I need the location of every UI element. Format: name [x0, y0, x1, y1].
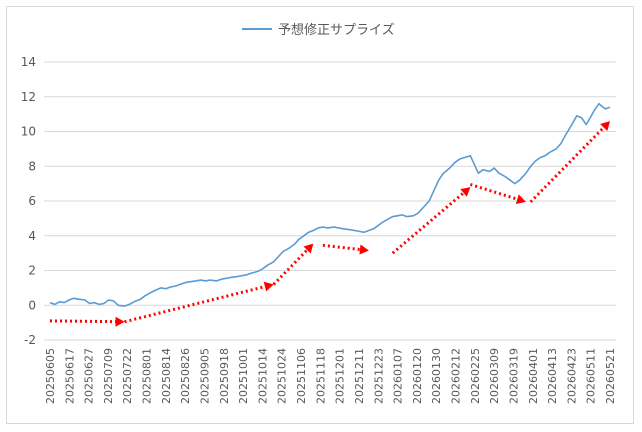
y-tick-label: -2 — [24, 333, 36, 347]
annotation-arrow-head — [600, 121, 610, 131]
x-tick-label: 20260107 — [392, 348, 405, 404]
y-tick-label: 0 — [28, 298, 36, 312]
x-tick-label: 20251118 — [314, 348, 327, 404]
y-tick-label: 6 — [28, 194, 36, 208]
annotation-arrow-line — [322, 243, 361, 251]
x-tick-label: 20250709 — [102, 348, 115, 404]
annotation-arrow-head — [359, 244, 369, 255]
x-tick-label: 20251223 — [372, 348, 385, 404]
y-tick-label: 10 — [21, 125, 36, 139]
x-tick-label: 20260401 — [527, 348, 540, 404]
annotation-arrow-line — [124, 285, 266, 324]
x-tick-label: 20251201 — [334, 348, 347, 404]
annotation-arrow-head — [115, 316, 125, 327]
annotation-arrows — [49, 121, 610, 327]
x-tick-label: 20260423 — [565, 348, 578, 404]
gridlines — [44, 61, 616, 341]
x-tick-label: 20260225 — [469, 348, 482, 404]
annotation-arrow-line — [529, 126, 605, 203]
x-tick-label: 20250826 — [179, 348, 192, 404]
x-tick-label: 20250814 — [160, 348, 173, 404]
x-tick-label: 20260120 — [411, 348, 424, 404]
annotation-arrow-head — [460, 187, 471, 197]
annotation-arrow-head — [263, 281, 274, 292]
x-tick-label: 20260521 — [604, 348, 617, 404]
x-tick-label: 20251014 — [256, 348, 269, 404]
x-tick-label: 20260413 — [546, 348, 559, 404]
annotation-arrow-line — [49, 319, 116, 324]
annotation-arrow-line — [469, 183, 518, 201]
x-axis-ticks: 20250605 20250617 20250627 20250709 20250722… — [44, 348, 617, 404]
annotation-arrow-head — [515, 194, 526, 204]
x-tick-label: 20250627 — [83, 348, 96, 404]
x-tick-label: 20260212 — [450, 348, 463, 404]
x-tick-label: 20250918 — [218, 348, 231, 404]
y-tick-label: 4 — [28, 229, 36, 243]
y-axis-ticks: -2 0 2 4 6 8 10 12 14 — [21, 55, 36, 347]
y-tick-label: 14 — [21, 55, 36, 69]
legend: 予想修正サプライズ — [242, 22, 395, 38]
x-tick-label: 20251001 — [237, 348, 250, 404]
x-tick-label: 20250605 — [44, 348, 57, 404]
series-group — [49, 102, 611, 307]
y-tick-label: 12 — [21, 90, 36, 104]
legend-label: 予想修正サプライズ — [278, 22, 395, 38]
x-tick-label: 20251211 — [353, 348, 366, 404]
y-tick-label: 8 — [28, 159, 36, 173]
series-line — [49, 102, 611, 307]
x-tick-label: 20250801 — [141, 348, 154, 404]
x-tick-label: 20260511 — [585, 348, 598, 404]
x-tick-label: 20251024 — [276, 348, 289, 404]
annotation-arrow-head — [303, 243, 314, 254]
x-tick-label: 20250722 — [121, 348, 134, 404]
x-tick-label: 20260130 — [430, 348, 443, 404]
x-tick-label: 20250905 — [198, 348, 211, 404]
annotation-arrow-line — [391, 191, 465, 255]
chart-frame — [6, 6, 634, 424]
y-tick-label: 2 — [28, 264, 36, 278]
x-tick-label: 20251106 — [295, 348, 308, 404]
x-tick-label: 20260319 — [507, 348, 520, 404]
x-tick-label: 20250617 — [63, 348, 76, 404]
x-tick-label: 20260309 — [488, 348, 501, 404]
